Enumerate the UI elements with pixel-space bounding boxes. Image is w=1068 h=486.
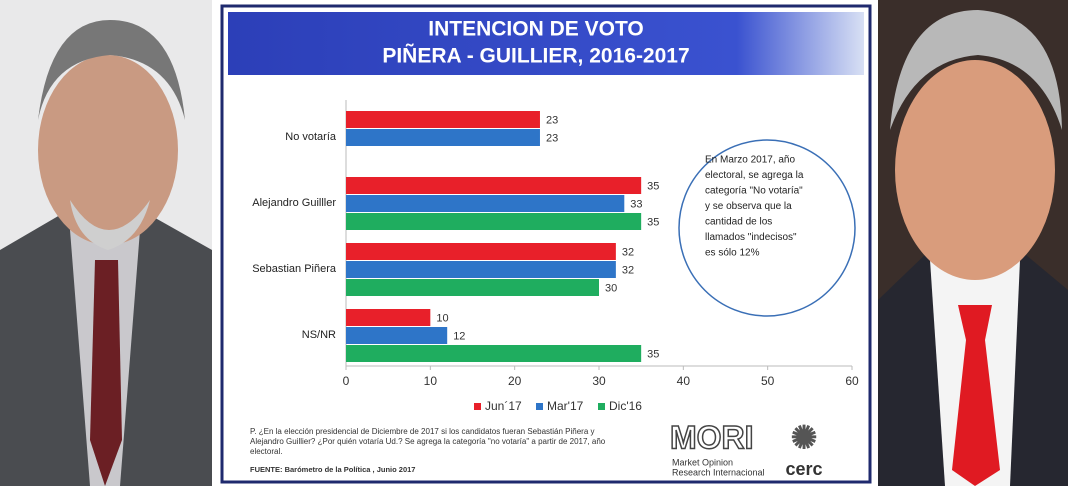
value-label: 10: [436, 312, 448, 324]
legend-label: Dic'16: [609, 399, 642, 413]
value-label: 30: [605, 282, 617, 294]
bar: [346, 111, 540, 128]
value-label: 23: [546, 114, 558, 126]
annotation-text: y se observa que la: [705, 201, 792, 212]
annotation-text: llamados "indecisos": [705, 232, 797, 243]
bar: [346, 213, 642, 230]
x-tick-label: 60: [845, 374, 859, 388]
chart-subtitle: PIÑERA - GUILLIER, 2016-2017: [382, 45, 689, 68]
value-label: 32: [622, 246, 634, 258]
legend-swatch: [598, 403, 605, 410]
logo-mori: MORI: [670, 419, 754, 455]
legend-swatch: [536, 403, 543, 410]
annotation-text: En Marzo 2017, año: [705, 155, 795, 166]
value-label: 12: [453, 330, 465, 342]
chart-title: INTENCION DE VOTO: [428, 18, 643, 41]
x-tick-label: 50: [761, 374, 775, 388]
legend-label: Jun´17: [485, 399, 522, 413]
bar: [346, 279, 599, 296]
bar: [346, 309, 431, 326]
category-label: Alejandro Guilller: [252, 197, 336, 209]
value-label: 35: [647, 180, 659, 192]
bar: [346, 129, 540, 146]
category-label: NS/NR: [302, 329, 336, 341]
cerc-symbol: ✺: [791, 419, 818, 455]
legend-swatch: [474, 403, 481, 410]
annotation-text: cantidad de los: [705, 217, 772, 228]
bar: [346, 177, 642, 194]
category-label: No votaría: [285, 131, 337, 143]
logo-mori-sub: Research Internacional: [672, 467, 765, 477]
footnote: P. ¿En la elección presidencial de Dicie…: [250, 427, 595, 436]
value-label: 32: [622, 264, 634, 276]
category-label: Sebastian Piñera: [252, 263, 337, 275]
right-photo: [878, 0, 1068, 486]
logo-mori-sub: Market Opinion: [672, 457, 733, 467]
x-tick-label: 30: [592, 374, 606, 388]
value-label: 35: [647, 216, 659, 228]
bar: [346, 243, 616, 260]
footnote: Alejandro Guillier? ¿Por quién votaría U…: [250, 437, 606, 446]
annotation-circle: [678, 139, 856, 317]
annotation-text: electoral, se agrega la: [705, 170, 804, 181]
x-tick-label: 10: [424, 374, 438, 388]
annotation-text: categoría "No votaría": [705, 186, 803, 197]
value-label: 35: [647, 348, 659, 360]
x-tick-label: 0: [343, 374, 350, 388]
bar: [346, 261, 616, 278]
left-photo: [0, 0, 212, 486]
value-label: 23: [546, 132, 558, 144]
x-tick-label: 40: [677, 374, 691, 388]
logo-cerc: cerc: [785, 459, 822, 479]
footnote: electoral.: [250, 447, 282, 456]
x-tick-label: 20: [508, 374, 522, 388]
annotation-text: es sólo 12%: [705, 248, 760, 259]
source: FUENTE: Barómetro de la Política , Junio…: [250, 465, 415, 474]
header: [228, 12, 864, 75]
legend-label: Mar'17: [547, 399, 584, 413]
bar: [346, 327, 448, 344]
value-label: 33: [630, 198, 642, 210]
bar: [346, 195, 625, 212]
bar: [346, 345, 642, 362]
